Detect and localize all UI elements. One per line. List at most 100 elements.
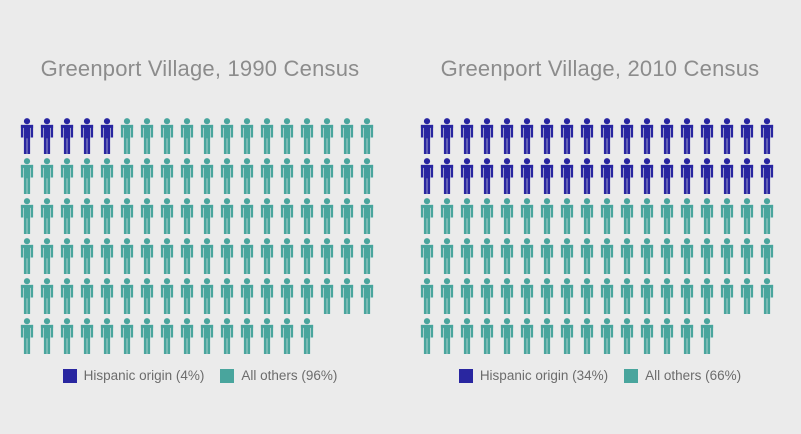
person-icon <box>140 118 154 154</box>
person-icon <box>480 278 494 314</box>
person-icon <box>500 198 514 234</box>
person-icon <box>600 318 614 354</box>
person-icon <box>440 158 454 194</box>
person-icon <box>560 158 574 194</box>
legend-label-hispanic: Hispanic origin (4%) <box>83 368 205 383</box>
person-icon <box>760 118 774 154</box>
person-icon <box>640 318 654 354</box>
person-icon <box>520 318 534 354</box>
person-icon <box>660 318 674 354</box>
person-icon <box>360 118 374 154</box>
person-icon <box>460 198 474 234</box>
person-icon <box>100 198 114 234</box>
person-icon <box>680 118 694 154</box>
person-icon <box>80 278 94 314</box>
person-icon <box>160 318 174 354</box>
person-icon <box>120 198 134 234</box>
person-icon <box>200 158 214 194</box>
person-icon <box>160 238 174 274</box>
person-icon <box>340 158 354 194</box>
legend-swatch-hispanic-icon <box>62 368 77 383</box>
person-icon <box>440 278 454 314</box>
person-icon <box>320 198 334 234</box>
person-icon <box>20 278 34 314</box>
person-icon <box>140 198 154 234</box>
person-icon <box>580 118 594 154</box>
person-icon <box>640 198 654 234</box>
person-icon <box>600 118 614 154</box>
person-icon <box>540 318 554 354</box>
person-icon <box>300 278 314 314</box>
person-icon <box>60 158 74 194</box>
person-icon <box>320 238 334 274</box>
person-icon <box>280 118 294 154</box>
person-icon <box>60 198 74 234</box>
person-icon <box>200 198 214 234</box>
person-icon <box>40 278 54 314</box>
person-icon <box>560 118 574 154</box>
person-icon <box>60 118 74 154</box>
person-icon <box>160 158 174 194</box>
person-icon <box>40 158 54 194</box>
person-icon <box>60 278 74 314</box>
person-icon <box>500 158 514 194</box>
person-icon <box>140 318 154 354</box>
person-icon <box>440 318 454 354</box>
person-icon <box>620 238 634 274</box>
person-icon <box>40 198 54 234</box>
person-icon <box>340 278 354 314</box>
person-icon <box>480 118 494 154</box>
person-icon <box>520 118 534 154</box>
person-icon <box>580 158 594 194</box>
icon-grid-2010 <box>420 118 780 358</box>
legend-label-all-others: All others (96%) <box>241 368 338 383</box>
person-icon <box>220 318 234 354</box>
person-icon <box>60 318 74 354</box>
person-icon <box>500 278 514 314</box>
person-icon <box>280 238 294 274</box>
legend-1990: Hispanic origin (4%) All others (96%) <box>62 368 337 383</box>
person-icon <box>560 238 574 274</box>
person-icon <box>280 318 294 354</box>
chart-title-1990: Greenport Village, 1990 Census <box>40 56 360 81</box>
person-icon <box>660 198 674 234</box>
person-icon <box>700 198 714 234</box>
person-icon <box>240 118 254 154</box>
person-icon <box>560 318 574 354</box>
person-icon <box>560 278 574 314</box>
person-icon <box>460 158 474 194</box>
person-icon <box>640 278 654 314</box>
person-icon <box>600 158 614 194</box>
person-icon <box>40 238 54 274</box>
person-icon <box>720 198 734 234</box>
person-icon <box>320 158 334 194</box>
person-icon <box>100 318 114 354</box>
person-icon <box>360 238 374 274</box>
person-icon <box>80 198 94 234</box>
person-icon <box>540 198 554 234</box>
person-icon <box>760 198 774 234</box>
person-icon <box>100 238 114 274</box>
person-icon <box>80 158 94 194</box>
person-icon <box>660 278 674 314</box>
legend-item-all-others: All others (96%) <box>220 368 337 383</box>
person-icon <box>80 118 94 154</box>
person-icon <box>720 278 734 314</box>
person-icon <box>280 278 294 314</box>
person-icon <box>260 278 274 314</box>
person-icon <box>420 198 434 234</box>
person-icon <box>440 118 454 154</box>
person-icon <box>520 158 534 194</box>
person-icon <box>40 118 54 154</box>
person-icon <box>640 158 654 194</box>
person-icon <box>440 238 454 274</box>
person-icon <box>420 318 434 354</box>
person-icon <box>600 198 614 234</box>
person-icon <box>580 238 594 274</box>
person-icon <box>720 158 734 194</box>
legend-item-all-others: All others (66%) <box>624 368 741 383</box>
person-icon <box>720 238 734 274</box>
person-icon <box>300 318 314 354</box>
person-icon <box>500 118 514 154</box>
person-icon <box>600 278 614 314</box>
